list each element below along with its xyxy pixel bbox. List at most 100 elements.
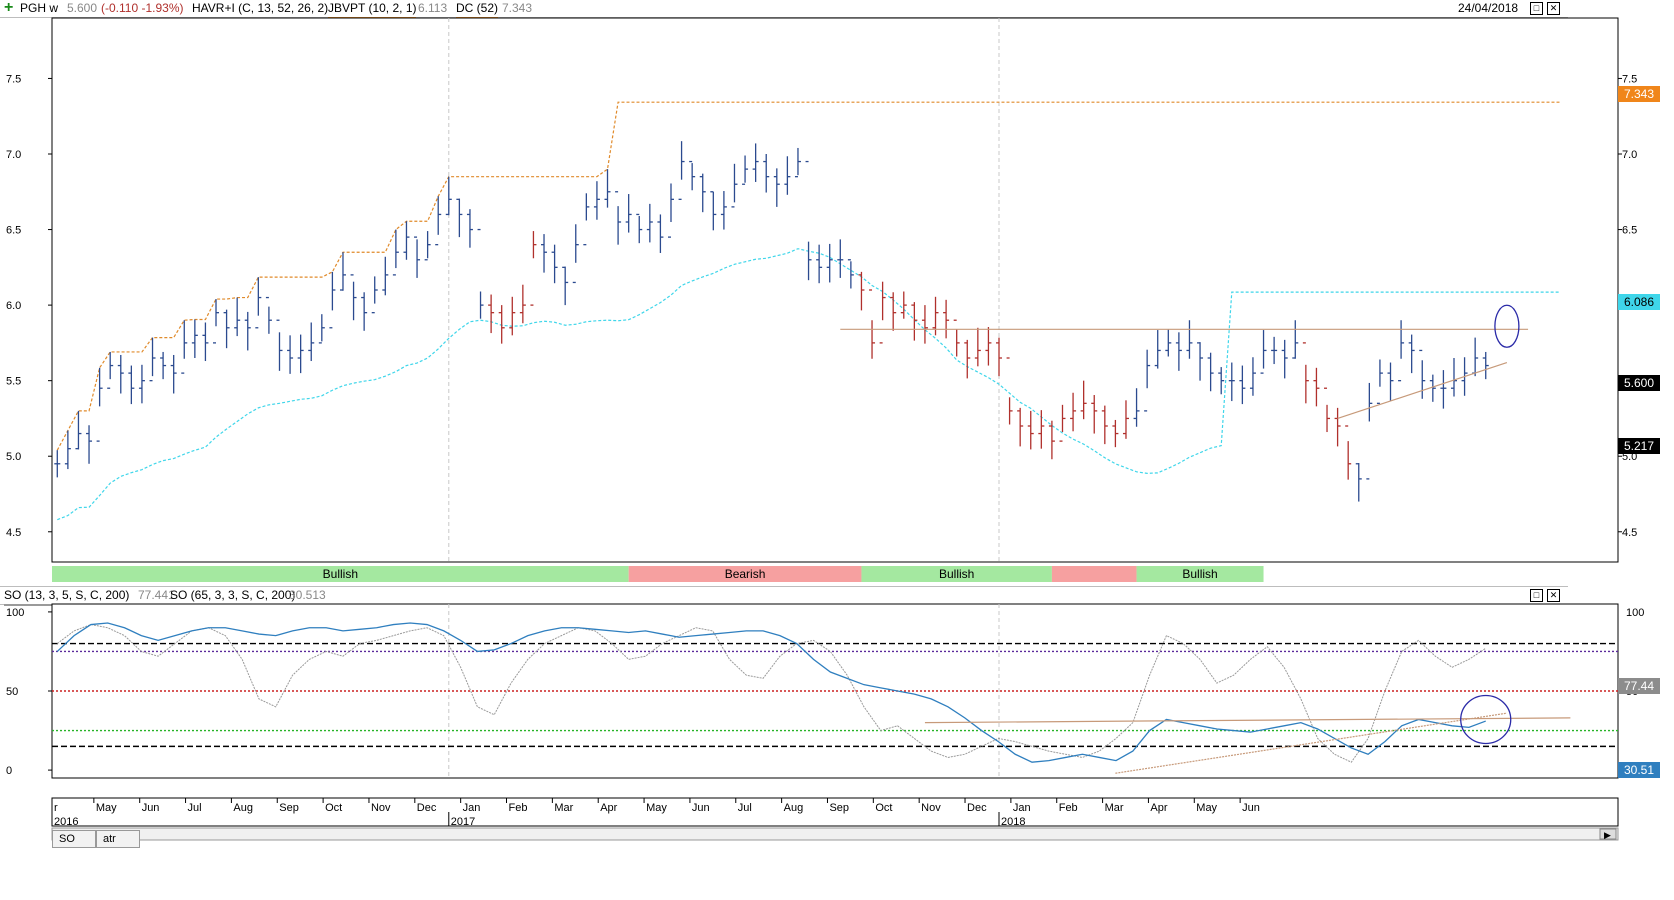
ohlc-bar (1387, 362, 1394, 402)
ohlc-bar (234, 297, 241, 337)
ohlc-bar (466, 209, 473, 248)
ohlc-bar (414, 236, 421, 278)
maximize-so-panel-button[interactable]: □ (1530, 589, 1543, 602)
ohlc-bar (964, 339, 971, 379)
ohlc-bar (1249, 357, 1256, 396)
year-label: 2018 (1001, 816, 1025, 828)
ohlc-bar (1302, 342, 1309, 404)
ohlc-bar (223, 309, 230, 349)
ohlc-bar (1313, 367, 1320, 407)
y-tick-label-left: 6.0 (6, 300, 21, 312)
last-price-label: 5.600 (67, 1, 98, 15)
ohlc-bar (742, 155, 749, 185)
ohlc-bar (720, 191, 727, 230)
ohlc-bar (255, 277, 262, 329)
close-price-panel-button[interactable]: ✕ (1547, 2, 1560, 15)
y-tick-label-left: 5.0 (6, 451, 21, 463)
ohlc-bar (498, 305, 505, 344)
maximize-price-panel-button[interactable]: □ (1530, 2, 1543, 15)
support-trendline (1337, 361, 1508, 420)
x-tick-label: Sep (279, 802, 299, 814)
y-tick-label-right: 5.0 (1622, 451, 1637, 463)
ohlc-bar (805, 160, 812, 281)
ohlc-bar (297, 334, 304, 374)
ohlc-bar (1144, 349, 1151, 412)
ohlc-bar (1175, 332, 1182, 371)
ohlc-bar (1239, 365, 1246, 405)
ohlc-bar (572, 224, 579, 284)
ohlc-bar (403, 221, 410, 260)
ohlc-bar (1080, 380, 1087, 420)
x-tick-label: May (96, 802, 117, 814)
ohlc-bar (636, 213, 643, 244)
ohlc-bar (456, 198, 463, 238)
ohlc-bar (435, 196, 442, 246)
price-plot-frame (51, 17, 1619, 563)
ohlc-bar (1260, 330, 1267, 374)
ohlc-bar (329, 271, 336, 329)
x-tick-label: Dec (417, 802, 437, 814)
ohlc-bar (858, 271, 865, 311)
dc-value-badge: 7.343 (1618, 86, 1660, 102)
jbvpt-value-badge: 6.086 (1618, 294, 1660, 310)
price-panel-header: + PGH w 5.600 (-0.110 -1.93%) HAVR+I (C,… (0, 0, 1568, 19)
ohlc-bar (1482, 351, 1489, 380)
ohlc-bar (1017, 407, 1024, 447)
tab-atr[interactable]: atr (96, 830, 140, 848)
x-tick-label: Sep (829, 802, 849, 814)
tab-so[interactable]: SO (52, 830, 96, 848)
ohlc-bar (392, 229, 399, 276)
ohlc-bar (276, 319, 283, 371)
crosshair-icon[interactable]: + (4, 0, 14, 16)
ohlc-bar (75, 410, 82, 450)
y-tick-label-right: 7.5 (1622, 73, 1637, 85)
ohlc-bar (1070, 392, 1077, 432)
ohlc-bar (562, 266, 569, 306)
ohlc-bar (593, 181, 600, 220)
ohlc-bar (509, 296, 516, 336)
x-tick-label: Jun (692, 802, 710, 814)
ohlc-bar (1324, 387, 1331, 433)
so-plot-frame (51, 603, 1619, 779)
symbol-label[interactable]: PGH w (20, 1, 59, 15)
y-tick-label-right: 7.0 (1622, 149, 1637, 161)
ohlc-bar (890, 292, 897, 331)
indicator-jbvpt-value: 6.113 (418, 1, 448, 15)
ohlc-bar (837, 239, 844, 278)
time-axis-frame (51, 797, 1619, 827)
ohlc-bar (1345, 425, 1352, 480)
x-tick-label: Aug (784, 802, 804, 814)
so-slow-line (56, 622, 1486, 763)
year-label: 2016 (54, 816, 78, 828)
ohlc-bar (1186, 320, 1193, 359)
ohlc-bar (1228, 362, 1235, 402)
ohlc-bar (107, 351, 114, 389)
so-tick-label-right: 100 (1626, 607, 1644, 619)
scrollbar-right-button[interactable] (1599, 828, 1617, 840)
ohlc-bar (86, 425, 93, 464)
regime-band-label: Bullish (1182, 567, 1217, 581)
ohlc-bar (1091, 395, 1098, 434)
close-so-panel-button[interactable]: ✕ (1547, 589, 1560, 602)
ohlc-bar (1292, 320, 1299, 359)
x-tick-label: Jun (1242, 802, 1260, 814)
ohlc-bar (1429, 374, 1436, 402)
so-tick-label-left: 100 (6, 607, 24, 619)
ohlc-bar (1197, 342, 1204, 381)
ohlc-bar (678, 141, 685, 200)
ohlc-bar (1122, 400, 1129, 439)
y-tick-label-left: 5.5 (6, 376, 21, 388)
y-tick-label-left: 7.5 (6, 73, 21, 85)
y-tick-label-left: 7.0 (6, 149, 21, 161)
x-tick-label: Feb (1059, 802, 1078, 814)
indicator-havr-label[interactable]: HAVR+I (C, 13, 52, 26, 2) (192, 1, 329, 15)
regime-band (1136, 566, 1264, 582)
ohlc-bar (382, 256, 389, 296)
x-tick-label: r (54, 802, 58, 814)
ohlc-bar (1450, 358, 1457, 397)
x-tick-label: Feb (509, 802, 528, 814)
ohlc-bar (1419, 349, 1426, 399)
ohlc-bar (763, 154, 770, 193)
ohlc-bar (445, 176, 452, 216)
